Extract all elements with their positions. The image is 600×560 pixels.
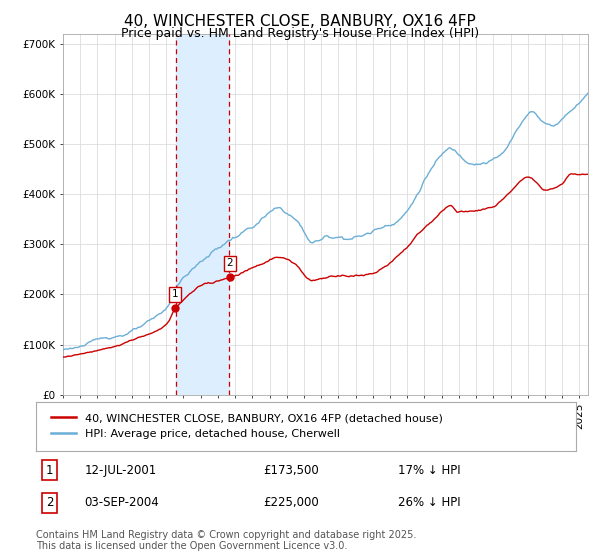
Text: Price paid vs. HM Land Registry's House Price Index (HPI): Price paid vs. HM Land Registry's House … xyxy=(121,27,479,40)
Text: 2: 2 xyxy=(46,496,53,509)
Bar xyxy=(176,34,229,395)
Text: 1: 1 xyxy=(46,464,53,477)
Text: 26% ↓ HPI: 26% ↓ HPI xyxy=(398,496,460,509)
Text: Contains HM Land Registry data © Crown copyright and database right 2025.
This d: Contains HM Land Registry data © Crown c… xyxy=(36,530,416,552)
Text: £225,000: £225,000 xyxy=(263,496,319,509)
Text: 12-JUL-2001: 12-JUL-2001 xyxy=(85,464,157,477)
Text: £173,500: £173,500 xyxy=(263,464,319,477)
Legend: 40, WINCHESTER CLOSE, BANBURY, OX16 4FP (detached house), HPI: Average price, de: 40, WINCHESTER CLOSE, BANBURY, OX16 4FP … xyxy=(47,409,447,444)
Text: 17% ↓ HPI: 17% ↓ HPI xyxy=(398,464,460,477)
Text: 2: 2 xyxy=(227,258,233,268)
Text: 1: 1 xyxy=(172,289,179,299)
Text: 03-SEP-2004: 03-SEP-2004 xyxy=(85,496,160,509)
Text: 40, WINCHESTER CLOSE, BANBURY, OX16 4FP: 40, WINCHESTER CLOSE, BANBURY, OX16 4FP xyxy=(124,14,476,29)
